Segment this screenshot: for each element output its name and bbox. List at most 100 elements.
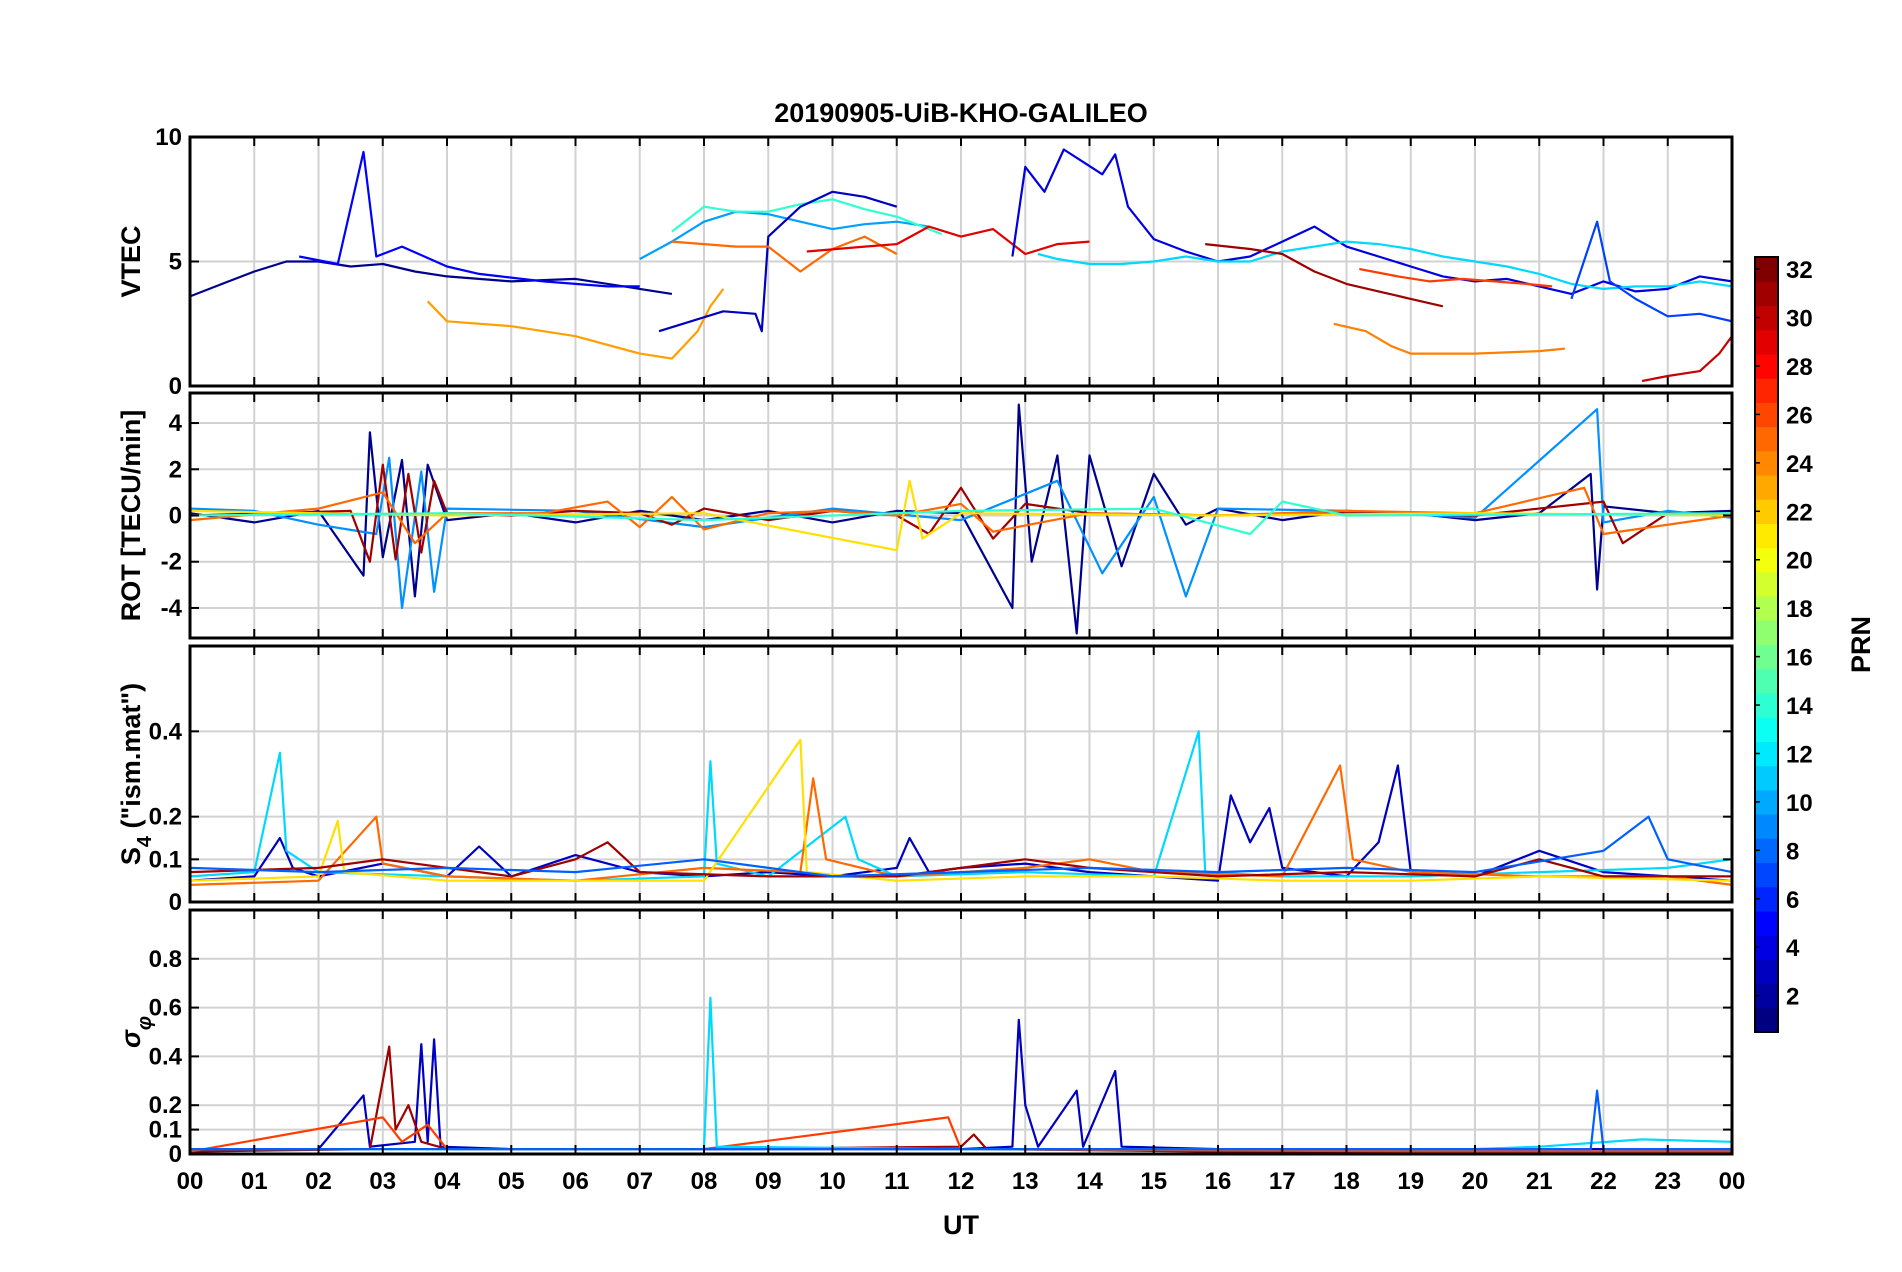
series-line-2 bbox=[190, 408, 1732, 610]
colorbar-tick-label: 30 bbox=[1786, 306, 1813, 333]
x-tick-label: 02 bbox=[305, 1168, 332, 1195]
colorbar-segment bbox=[1755, 257, 1778, 282]
colorbar-segment bbox=[1755, 692, 1778, 718]
y-tick-label: -2 bbox=[161, 549, 182, 576]
x-tick-label: 12 bbox=[948, 1168, 975, 1195]
colorbar-segment bbox=[1755, 789, 1778, 815]
colorbar-segment bbox=[1755, 765, 1778, 791]
series-line-6 bbox=[658, 190, 898, 333]
y-tick-label: 0.4 bbox=[149, 718, 183, 745]
y-tick-label: 0 bbox=[169, 1141, 182, 1168]
x-tick-label: 04 bbox=[434, 1168, 461, 1195]
colorbar-segment bbox=[1755, 1007, 1778, 1033]
y-tick-label: 0.8 bbox=[149, 946, 182, 973]
x-tick-label: 21 bbox=[1526, 1168, 1553, 1195]
series-line-10 bbox=[1037, 240, 1732, 290]
colorbar-segment bbox=[1755, 983, 1778, 1009]
colorbar-segment bbox=[1755, 426, 1778, 452]
series-group bbox=[190, 148, 1732, 383]
y-tick-label: 5 bbox=[169, 249, 182, 276]
colorbar-segment bbox=[1755, 329, 1778, 355]
x-tick-label: 20 bbox=[1462, 1168, 1489, 1195]
x-tick-label: 17 bbox=[1269, 1168, 1296, 1195]
series-line-6 bbox=[190, 500, 1732, 536]
x-tick-label: 15 bbox=[1140, 1168, 1167, 1195]
x-tick-label: 07 bbox=[626, 1168, 653, 1195]
series-line-15 bbox=[1570, 220, 1732, 323]
colorbar-segment bbox=[1755, 862, 1778, 888]
panel-s4: 0 0.1 0.2 0.4S4 ("ism.mat") bbox=[116, 644, 1734, 916]
x-tick-label: 09 bbox=[755, 1168, 782, 1195]
y-tick-label: 0 bbox=[169, 503, 182, 530]
colorbar-segment bbox=[1755, 499, 1778, 525]
y-tick-label: 0.2 bbox=[149, 1092, 182, 1119]
y-tick-label: 0.1 bbox=[149, 1117, 182, 1144]
y-tick-label: 0.4 bbox=[149, 1043, 183, 1070]
series-line-11 bbox=[1205, 243, 1444, 308]
colorbar-tick-label: 20 bbox=[1786, 548, 1813, 575]
x-tick-label: 01 bbox=[241, 1168, 268, 1195]
series-line-8 bbox=[806, 225, 1090, 256]
colorbar-segment bbox=[1755, 547, 1778, 573]
series-line-5 bbox=[671, 198, 943, 236]
colorbar-segment bbox=[1755, 620, 1778, 646]
colorbar-segment bbox=[1755, 596, 1778, 621]
x-tick-label: 16 bbox=[1205, 1168, 1232, 1195]
colorbar-segment bbox=[1755, 305, 1778, 331]
panel-sigma_phi: 00.10.2 0.4 0.6 0.8 σφ bbox=[116, 908, 1734, 1168]
colorbar-segment bbox=[1755, 450, 1778, 476]
colorbar-tick-label: 28 bbox=[1786, 354, 1813, 381]
colorbar-tick-label: 10 bbox=[1786, 790, 1813, 817]
series-line-2 bbox=[298, 150, 640, 288]
y-tick-label: 0.2 bbox=[149, 804, 182, 831]
colorbar-tick-label: 8 bbox=[1786, 838, 1799, 865]
colorbar-tick-label: 18 bbox=[1786, 596, 1813, 623]
colorbar-segment bbox=[1755, 741, 1778, 767]
x-tick-label: 00 bbox=[177, 1168, 204, 1195]
colorbar-segment bbox=[1755, 717, 1778, 742]
panel-rot: -4 -2 0 2 4 ROT [TECU/min] bbox=[116, 391, 1734, 640]
colorbar-segment bbox=[1755, 838, 1778, 864]
colorbar-segment bbox=[1755, 571, 1778, 597]
x-axis: 00 01 02 03 04 05 06 07 08 09 10 11 12 13 14 15 16 17 18 19… bbox=[177, 1168, 1746, 1195]
y-tick-label: 0 bbox=[169, 373, 182, 400]
colorbar-tick-label: 22 bbox=[1786, 499, 1813, 526]
x-tick-label: 05 bbox=[498, 1168, 525, 1195]
x-tick-label: 13 bbox=[1012, 1168, 1039, 1195]
y-axis-label: ROT [TECU/min] bbox=[116, 410, 146, 621]
colorbar-segment bbox=[1755, 814, 1778, 839]
y-axis-label: σφ bbox=[116, 1016, 156, 1048]
series-line-6 bbox=[190, 815, 1732, 878]
y-axis-label: VTEC bbox=[116, 225, 146, 297]
y-tick-label: 2 bbox=[169, 456, 182, 483]
x-tick-label: 10 bbox=[819, 1168, 846, 1195]
series-line-13 bbox=[1359, 267, 1553, 288]
colorbar-tick-label: 26 bbox=[1786, 402, 1813, 429]
colorbar-segment bbox=[1755, 959, 1778, 985]
colorbar-tick-label: 32 bbox=[1786, 257, 1813, 284]
x-tick-label: 03 bbox=[369, 1168, 396, 1195]
colorbar-tick-label: 24 bbox=[1786, 451, 1813, 478]
colorbar-frame bbox=[1754, 256, 1779, 1033]
series-line-9 bbox=[1011, 148, 1732, 295]
x-tick-label: 11 bbox=[884, 1168, 909, 1195]
colorbar-tick-label: 16 bbox=[1786, 645, 1813, 672]
series-line-14 bbox=[1641, 335, 1732, 383]
y-tick-label: -4 bbox=[161, 595, 183, 622]
x-tick-label: 22 bbox=[1590, 1168, 1617, 1195]
x-tick-label: 18 bbox=[1333, 1168, 1360, 1195]
y-axis-label: S4 ("ism.mat") bbox=[116, 683, 156, 865]
colorbar-segment bbox=[1755, 402, 1778, 428]
series-line-5 bbox=[190, 479, 1732, 552]
colorbar-tick-label: 14 bbox=[1786, 693, 1813, 720]
series-line-4 bbox=[190, 738, 1732, 882]
series-line-7 bbox=[671, 235, 898, 273]
colorbar-segment bbox=[1755, 910, 1778, 936]
colorbar-segment bbox=[1755, 644, 1778, 670]
colorbar-segment bbox=[1755, 353, 1778, 379]
series-line-2 bbox=[190, 730, 1732, 882]
colorbar-tick-label: 4 bbox=[1786, 935, 1800, 962]
